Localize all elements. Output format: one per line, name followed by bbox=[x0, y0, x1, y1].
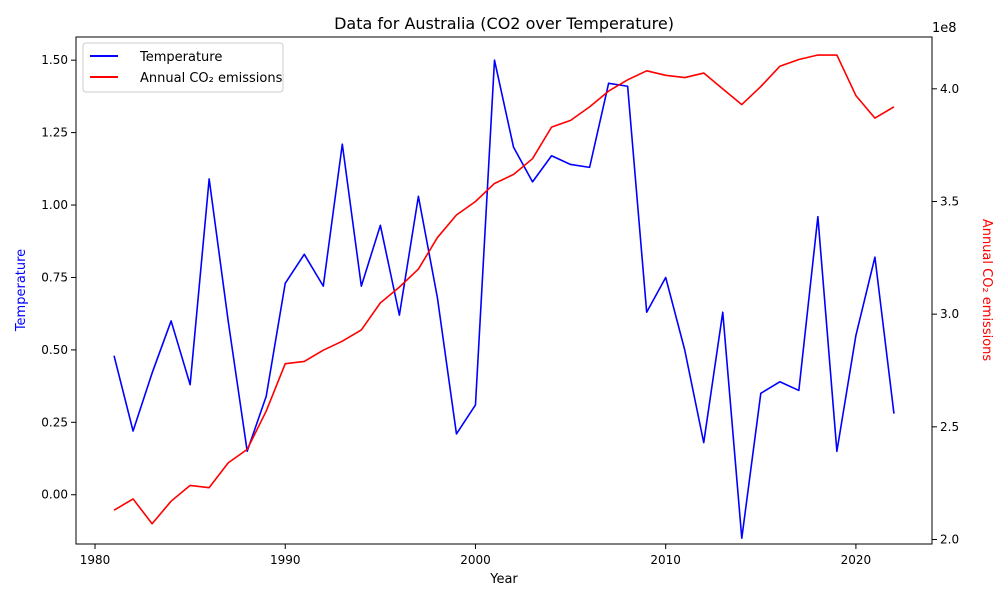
co2-emissions-line bbox=[113, 54, 895, 525]
y-right-tick-label: 2.0 bbox=[940, 532, 959, 546]
x-tick-label: 2010 bbox=[650, 553, 681, 567]
y-left-tick-label: 0.50 bbox=[41, 343, 68, 357]
y-axis-label-left: Temperature bbox=[14, 249, 29, 332]
x-axis-label: Year bbox=[489, 572, 518, 587]
y-left-tick-label: 0.25 bbox=[41, 415, 68, 429]
x-tick-label: 1990 bbox=[270, 553, 301, 567]
x-tick-label: 1980 bbox=[80, 553, 111, 567]
legend-label-temperature: Temperature bbox=[139, 50, 222, 65]
y-left-tick-label: 1.25 bbox=[41, 126, 68, 140]
y-right-tick-label: 4.0 bbox=[940, 82, 959, 96]
y-right-tick-label: 3.0 bbox=[940, 307, 959, 321]
y-left-tick-label: 1.50 bbox=[41, 53, 68, 67]
series-layer bbox=[113, 54, 895, 540]
x-tick-label: 2000 bbox=[460, 553, 491, 567]
axes-layer: 1980 1990 2000 2010 2020 0.00 0.25 0.50 0.75 1.00… bbox=[41, 53, 959, 567]
y-right-tick-label: 2.5 bbox=[940, 420, 959, 434]
x-tick-label: 2020 bbox=[841, 553, 872, 567]
y-right-tick-label: 3.5 bbox=[940, 194, 959, 208]
y-axis-label-right: Annual CO₂ emissions bbox=[979, 219, 994, 362]
legend-box bbox=[82, 42, 284, 93]
plot-frame bbox=[75, 36, 933, 545]
y-left-tick-label: 1.00 bbox=[41, 198, 68, 212]
right-axis-multiplier: 1e8 bbox=[932, 21, 957, 36]
legend: Temperature Annual CO₂ emissions bbox=[82, 42, 284, 93]
chart-title: Data for Australia (CO2 over Temperature… bbox=[334, 14, 674, 33]
legend-label-co2: Annual CO₂ emissions bbox=[140, 71, 283, 86]
y-left-tick-label: 0.00 bbox=[41, 488, 68, 502]
y-left-tick-label: 0.75 bbox=[41, 270, 68, 284]
temperature-line bbox=[113, 59, 895, 540]
